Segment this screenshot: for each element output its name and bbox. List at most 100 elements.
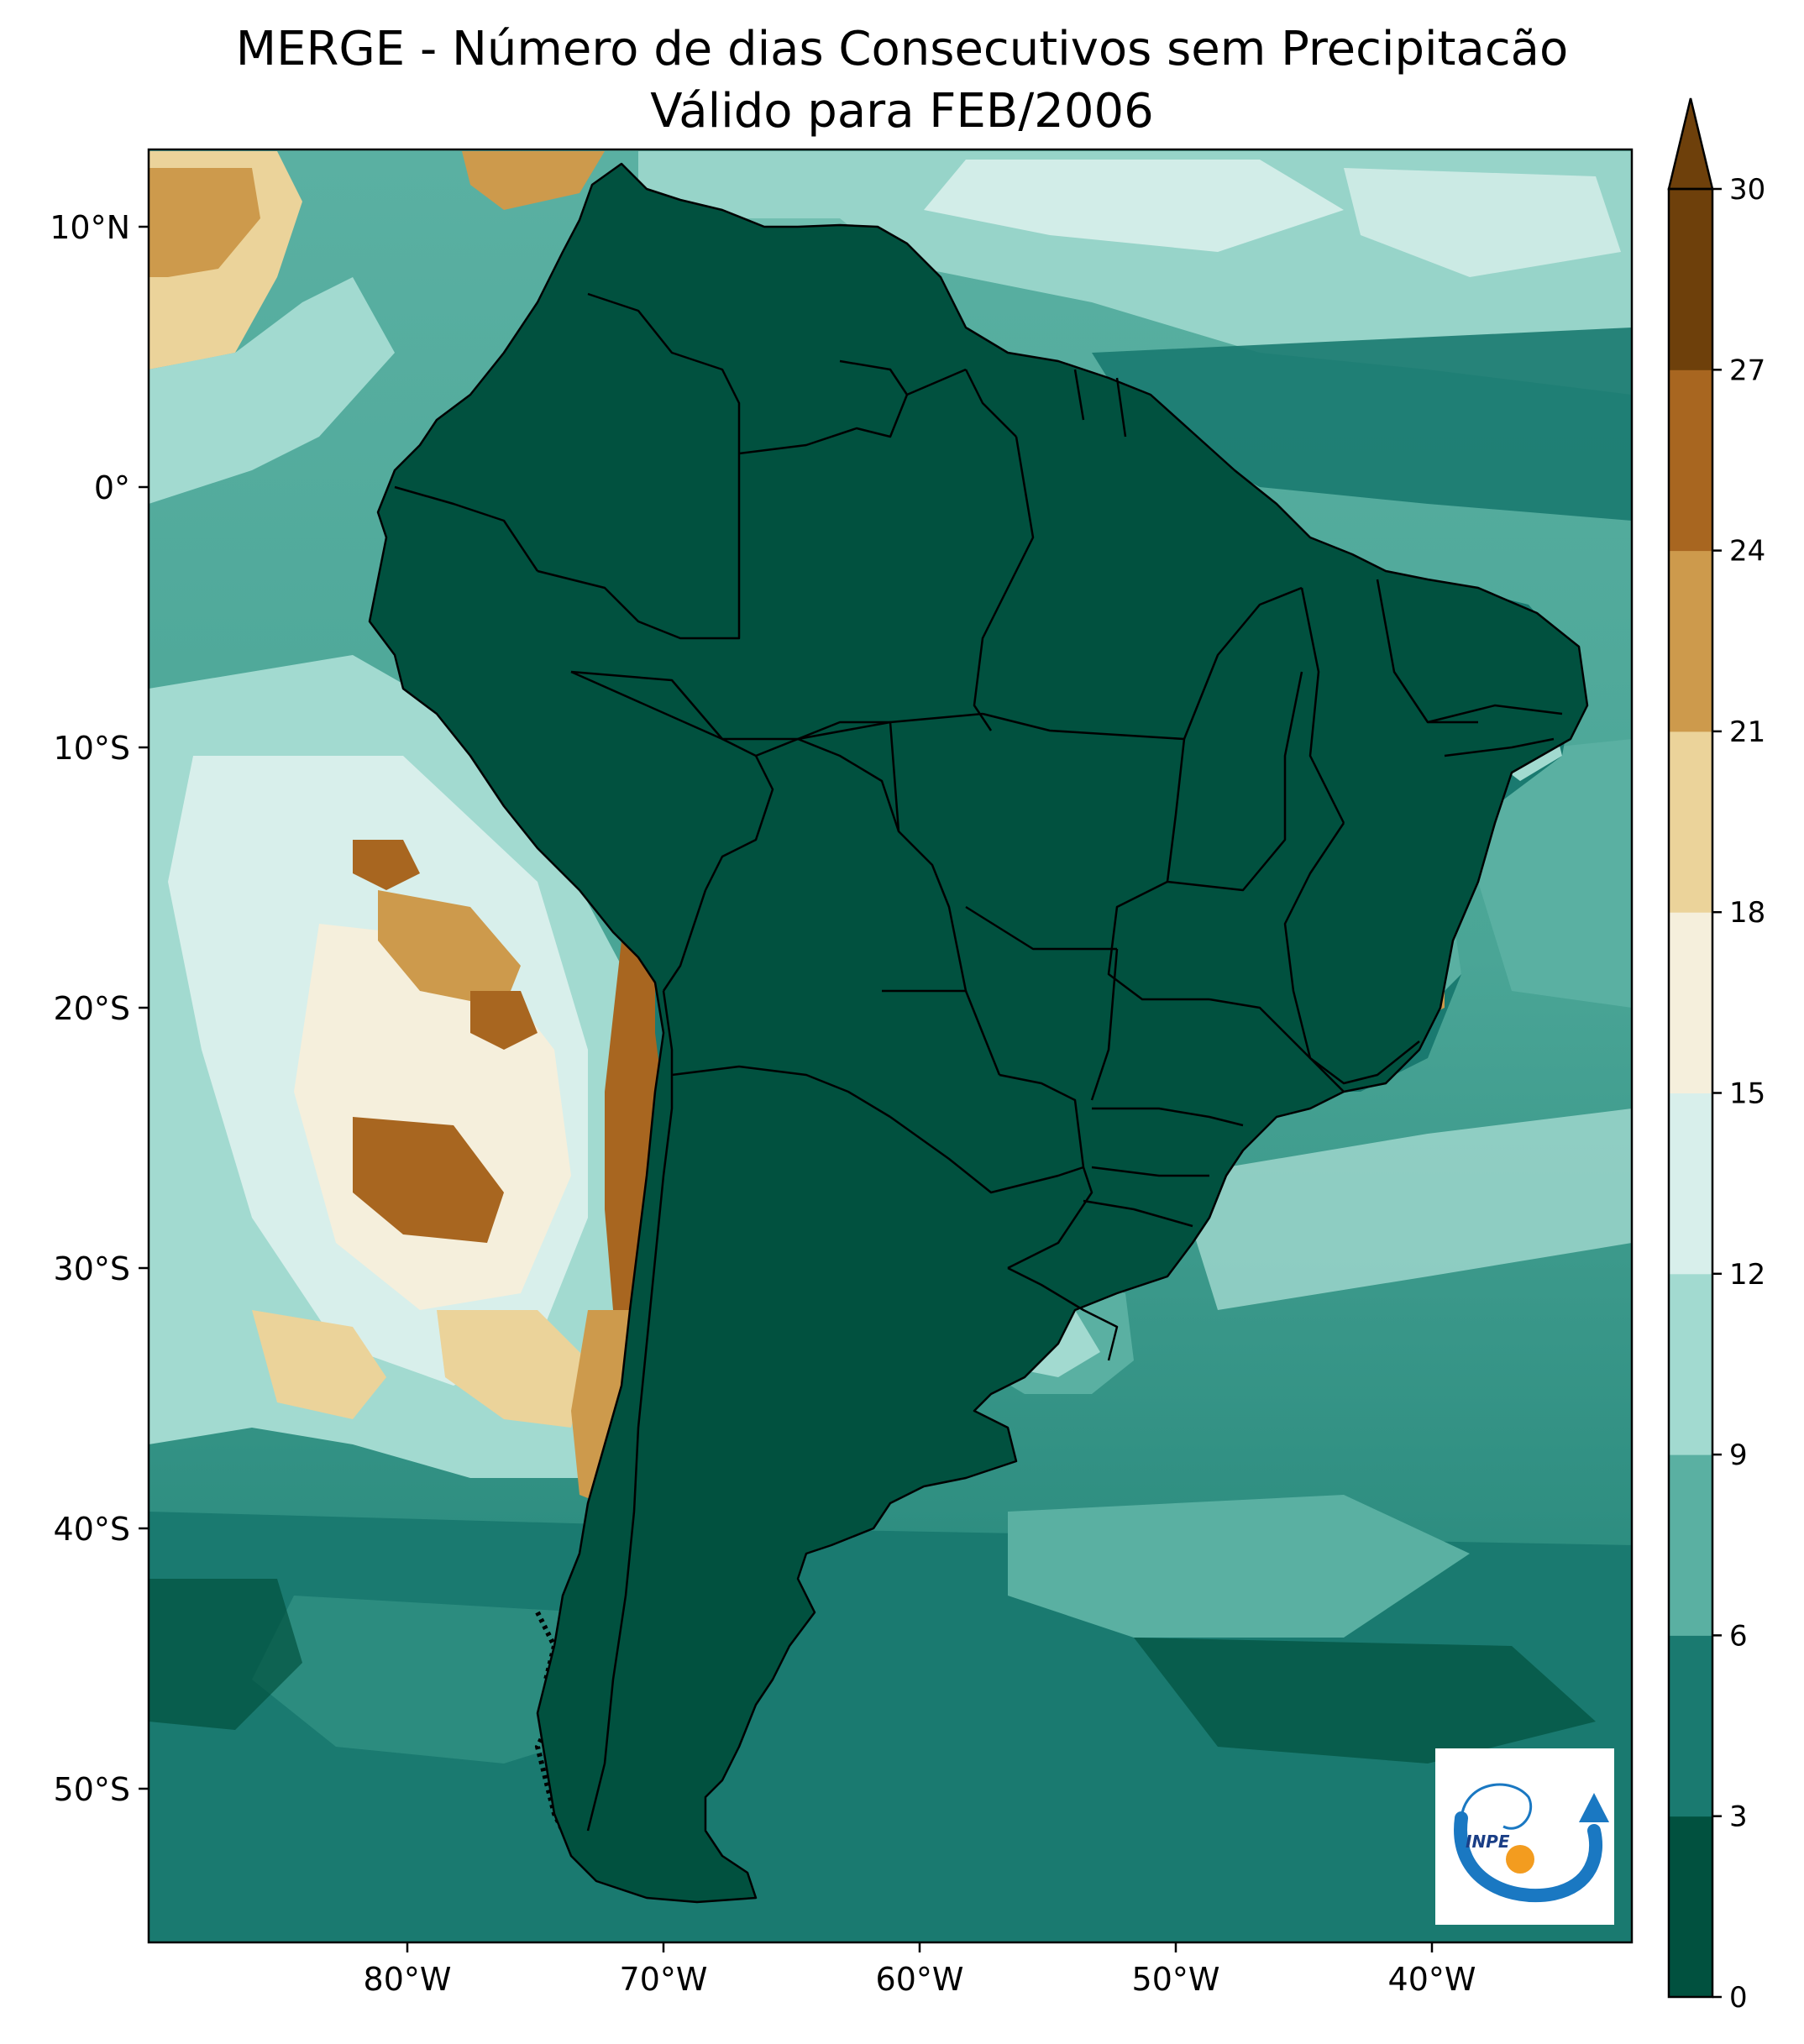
colorbar-band [1669,1816,1712,1998]
colorbar-band [1669,550,1712,732]
colorbar-tick-label: 30 [1729,173,1765,207]
border-chile-argentina [586,990,674,1832]
state-tocantins [1166,671,1303,892]
lon-label: 80°W [364,1961,452,1998]
south-mid-patch-2 [1008,1495,1470,1638]
lat-label: 10°S [54,730,130,767]
state-bahia [1283,822,1420,1085]
atlantic-east-light [1470,739,1632,1008]
south-atlantic-dark [1134,1638,1596,1764]
longitude-axis: 80°W 70°W 60°W 50°W 40°W [364,1942,1476,1998]
border-bolivia-argentina [671,1065,891,1119]
border-venezuela-brazil [738,368,967,455]
north-dark-band [1092,328,1632,521]
border-guianas-1 [964,369,1017,438]
border-guianas-3 [1115,377,1127,438]
state-pb-pe [1427,704,1563,724]
state-ceara-rn [1376,579,1478,724]
colorbar-band [1669,1273,1712,1455]
north-whitish-patches [924,160,1344,252]
pacific-nw-light [149,277,395,504]
lat-label: 40°S [54,1511,130,1548]
pacific-dry-3 [437,1310,588,1428]
border-uruguay [1007,1266,1119,1361]
pacific-dry-2 [378,890,521,1008]
state-mato-grosso-ms [965,905,1117,951]
lat-label: 0° [94,469,130,506]
map-title: MERGE - Número de dias Consecutivos sem … [235,22,1569,76]
state-para-east [1183,586,1303,740]
border-peru-brazil [570,670,774,891]
colorbar-band [1669,731,1712,913]
colorbar-band [1669,1635,1712,1817]
border-argentina-brazil [1007,1166,1093,1270]
latitude-axis: 10°N 0° 10°S 20°S 30°S 40°S 50°S [50,209,149,1808]
colorbar-tick-label: 12 [1729,1258,1765,1292]
state-sc-rs [1083,1199,1193,1228]
map-plot-area [149,149,1632,1942]
border-colombia-venezuela [587,292,741,453]
lat-label: 30°S [54,1250,130,1287]
state-ms-sp [1090,948,1119,1101]
lat-label: 10°N [50,209,130,246]
colorbar-tick-label: 21 [1729,715,1765,749]
state-maranhao-piaui [1300,587,1345,824]
border-bolivia-brazil [755,737,968,992]
state-pr-sc [1091,1166,1209,1177]
border-colombia-brazil [537,453,741,640]
border-ecuador-peru [394,485,539,572]
pacific-nw-dry-core [149,168,260,277]
border-bolivia-paraguay [882,989,1001,1076]
border-paraguay-brazil [999,1073,1085,1168]
country-borders [368,162,1589,1904]
caribbean-dry [462,151,605,210]
colorbar-tick-label: 9 [1729,1439,1748,1472]
colorbar-band [1669,189,1712,370]
colorbar-tick-label: 18 [1729,896,1765,930]
colorbar-band [1669,1454,1712,1636]
inpe-logo: INPE [1435,1748,1614,1925]
colorbar-tick-label: 27 [1729,354,1765,387]
colorbar-extend-arrow [1667,97,1714,191]
lon-label: 40°W [1388,1961,1476,1998]
colorbar-tick-label: 24 [1729,535,1765,569]
colorbar-tick-label: 15 [1729,1077,1765,1111]
border-peru-bolivia [662,889,707,992]
pacific-dry-5 [353,840,420,890]
colorbar-band [1669,912,1712,1093]
state-para-mato-grosso [982,712,1185,741]
colorbar-tick-label: 6 [1729,1619,1748,1653]
colorbar-band [1669,369,1712,552]
logo-swoosh-inner [1460,1783,1533,1830]
state-roraima [839,359,909,396]
plot-frame [147,148,1634,1944]
logo-swoosh-outer [1454,1811,1603,1903]
map-subtitle: Válido para FEB/2006 [650,84,1154,139]
lat-label: 20°S [54,990,130,1027]
pacific-dry-6 [470,991,538,1050]
logo-sun-icon [1506,1845,1534,1874]
colorbar-tick-label: 0 [1729,1981,1748,2015]
logo-text: INPE [1466,1832,1510,1852]
pacific-dry-4 [252,1310,386,1419]
lon-label: 70°W [620,1961,708,1998]
lat-label: 50°S [54,1771,130,1808]
state-pe-al [1444,737,1555,757]
north-whitish-patches-2 [1344,168,1621,277]
colorbar: 0 3 6 9 12 15 18 21 24 27 30 [1667,97,1765,2015]
border-paraguay-argentina [889,1115,1084,1194]
lon-label: 60°W [876,1961,964,1998]
border-guianas-2 [1073,369,1085,421]
logo-arrow-icon [1579,1793,1609,1822]
state-mg-sp [1209,998,1345,1093]
colorbar-tick-label: 3 [1729,1800,1748,1834]
atlantic-light-streak [1176,1108,1632,1310]
lon-label: 50°W [1132,1961,1220,1998]
chile-fjords [534,1611,599,1875]
state-goias-mt [1107,880,1209,1001]
state-rondonia [797,721,900,832]
state-sp-pr [1092,1107,1244,1127]
colorbar-band [1669,1093,1712,1275]
pacific-dry-1 [353,1117,504,1243]
